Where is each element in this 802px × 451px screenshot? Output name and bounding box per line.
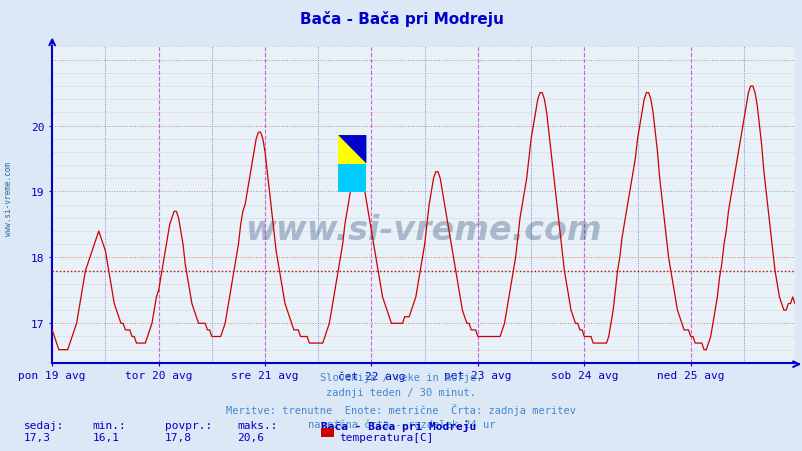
Text: maks.:: maks.: bbox=[237, 420, 277, 430]
Text: 16,1: 16,1 bbox=[92, 432, 119, 442]
Bar bbox=[338, 164, 366, 193]
Text: Bača - Bača pri Modreju: Bača - Bača pri Modreju bbox=[321, 420, 476, 431]
Text: Meritve: trenutne  Enote: metrične  Črta: zadnja meritev: Meritve: trenutne Enote: metrične Črta: … bbox=[226, 403, 576, 415]
Text: www.si-vreme.com: www.si-vreme.com bbox=[245, 214, 602, 247]
Text: sedaj:: sedaj: bbox=[24, 420, 64, 430]
Text: 17,3: 17,3 bbox=[24, 432, 51, 442]
Text: www.si-vreme.com: www.si-vreme.com bbox=[3, 161, 13, 235]
Polygon shape bbox=[338, 164, 366, 193]
Text: povpr.:: povpr.: bbox=[164, 420, 212, 430]
Text: Bača - Bača pri Modreju: Bača - Bača pri Modreju bbox=[299, 11, 503, 27]
Text: Slovenija / reke in morje.: Slovenija / reke in morje. bbox=[320, 372, 482, 382]
Text: min.:: min.: bbox=[92, 420, 126, 430]
Text: temperatura[C]: temperatura[C] bbox=[339, 432, 434, 442]
Polygon shape bbox=[338, 136, 366, 164]
Text: 20,6: 20,6 bbox=[237, 432, 264, 442]
Text: zadnji teden / 30 minut.: zadnji teden / 30 minut. bbox=[326, 387, 476, 397]
Bar bbox=[338, 136, 366, 193]
Text: 17,8: 17,8 bbox=[164, 432, 192, 442]
Text: navpična črta - razdelek 24 ur: navpična črta - razdelek 24 ur bbox=[307, 418, 495, 428]
